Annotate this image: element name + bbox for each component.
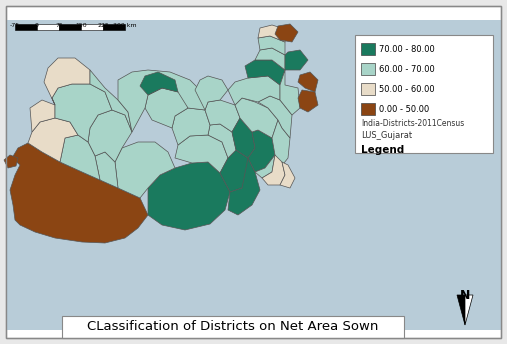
- Bar: [361, 83, 375, 95]
- Polygon shape: [285, 50, 308, 70]
- Text: India-Districts-2011Census: India-Districts-2011Census: [361, 119, 464, 128]
- Bar: [355, 35, 493, 153]
- Bar: [37, 24, 59, 30]
- Text: 0.00 - 50.00: 0.00 - 50.00: [379, 105, 429, 114]
- Polygon shape: [275, 24, 298, 42]
- Polygon shape: [272, 120, 290, 168]
- Polygon shape: [258, 25, 288, 42]
- Polygon shape: [140, 72, 178, 95]
- Polygon shape: [232, 118, 255, 158]
- Text: 60.00 - 70.00: 60.00 - 70.00: [379, 65, 434, 74]
- Polygon shape: [245, 60, 285, 85]
- Polygon shape: [235, 98, 278, 138]
- Polygon shape: [4, 155, 18, 168]
- Polygon shape: [248, 130, 275, 172]
- Polygon shape: [280, 70, 300, 115]
- Polygon shape: [28, 118, 78, 162]
- Text: Legend: Legend: [361, 145, 404, 155]
- Polygon shape: [258, 96, 292, 138]
- Polygon shape: [115, 142, 175, 198]
- Polygon shape: [145, 88, 188, 128]
- Polygon shape: [298, 72, 318, 92]
- Bar: [59, 24, 81, 30]
- Polygon shape: [88, 110, 132, 162]
- Text: 50.00 - 60.00: 50.00 - 60.00: [379, 85, 434, 94]
- Polygon shape: [280, 162, 295, 188]
- Text: 150: 150: [75, 23, 87, 28]
- Text: 300 km: 300 km: [113, 23, 137, 28]
- Polygon shape: [148, 162, 230, 230]
- Polygon shape: [30, 100, 55, 132]
- Polygon shape: [298, 90, 318, 112]
- Polygon shape: [255, 155, 275, 178]
- Polygon shape: [228, 158, 260, 215]
- Polygon shape: [10, 143, 148, 243]
- Polygon shape: [258, 36, 285, 55]
- Bar: [361, 103, 375, 115]
- Bar: [62, 316, 404, 338]
- Polygon shape: [205, 100, 240, 132]
- Bar: [361, 43, 375, 55]
- Text: 70.00 - 80.00: 70.00 - 80.00: [379, 44, 434, 54]
- Polygon shape: [220, 150, 252, 192]
- Polygon shape: [44, 58, 90, 105]
- Text: 75: 75: [55, 23, 63, 28]
- Polygon shape: [255, 48, 285, 70]
- Polygon shape: [95, 152, 118, 188]
- Bar: [15, 24, 37, 30]
- Text: LUS_Gujarat: LUS_Gujarat: [361, 131, 412, 140]
- Polygon shape: [52, 84, 112, 142]
- Text: 0: 0: [35, 23, 39, 28]
- Text: CLassification of Districts on Net Area Sown: CLassification of Districts on Net Area …: [87, 321, 379, 333]
- Polygon shape: [172, 108, 210, 145]
- Polygon shape: [90, 70, 132, 132]
- Bar: [361, 63, 375, 75]
- Text: -75: -75: [10, 23, 20, 28]
- Polygon shape: [195, 76, 228, 110]
- Polygon shape: [118, 70, 205, 132]
- Bar: [103, 24, 125, 30]
- Polygon shape: [208, 124, 236, 158]
- Text: 225: 225: [97, 23, 109, 28]
- Polygon shape: [228, 76, 280, 105]
- Polygon shape: [175, 135, 228, 173]
- Polygon shape: [60, 135, 100, 180]
- Polygon shape: [262, 155, 285, 185]
- Polygon shape: [465, 295, 473, 325]
- Polygon shape: [457, 295, 465, 325]
- Text: N: N: [460, 289, 470, 302]
- Bar: [81, 24, 103, 30]
